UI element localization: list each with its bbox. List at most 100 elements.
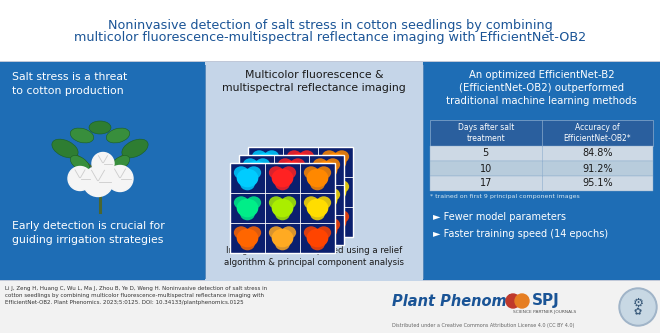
Ellipse shape [258,162,273,174]
Ellipse shape [290,213,312,231]
Ellipse shape [310,178,325,190]
Ellipse shape [328,222,343,234]
Circle shape [621,290,655,324]
Ellipse shape [70,128,94,143]
Ellipse shape [246,196,261,209]
Ellipse shape [249,170,264,182]
Ellipse shape [269,226,284,239]
Text: Accuracy of
EfficientNet-OB2*: Accuracy of EfficientNet-OB2* [564,123,631,143]
Ellipse shape [275,238,290,250]
Ellipse shape [315,161,337,179]
Ellipse shape [315,221,337,239]
Ellipse shape [255,218,270,231]
Ellipse shape [310,238,325,250]
Ellipse shape [315,191,337,209]
Ellipse shape [278,158,292,171]
Ellipse shape [307,169,329,187]
Ellipse shape [249,230,264,242]
Ellipse shape [281,166,296,179]
Ellipse shape [52,139,78,158]
Ellipse shape [272,199,293,217]
Bar [430,146,653,161]
Ellipse shape [313,218,327,231]
Ellipse shape [325,153,346,171]
Ellipse shape [243,158,257,171]
Ellipse shape [71,156,90,171]
Ellipse shape [335,180,349,193]
Ellipse shape [328,162,343,174]
Ellipse shape [304,196,319,209]
Ellipse shape [269,166,284,179]
Ellipse shape [325,158,340,171]
Ellipse shape [237,199,258,217]
Text: Days after salt
treatment: Days after salt treatment [457,123,514,143]
Text: 84.8%: 84.8% [582,149,612,159]
Ellipse shape [290,153,312,171]
Text: multicolor fluorescence-multispectral reflectance imaging with EfficientNet-OB2: multicolor fluorescence-multispectral re… [74,32,586,45]
Ellipse shape [265,150,279,163]
Ellipse shape [307,229,329,247]
Text: Multicolor fluorescence &
multispectral reflectance imaging: Multicolor fluorescence & multispectral … [222,70,406,93]
Ellipse shape [280,161,302,179]
Ellipse shape [284,230,299,242]
Ellipse shape [246,226,261,239]
Ellipse shape [316,226,331,239]
Ellipse shape [237,169,258,187]
Ellipse shape [272,229,293,247]
Ellipse shape [304,226,319,239]
Text: 5: 5 [482,149,489,159]
Ellipse shape [240,178,255,190]
Ellipse shape [325,213,346,231]
Circle shape [515,294,529,308]
Text: ⚙: ⚙ [632,296,644,309]
Ellipse shape [293,222,308,234]
Circle shape [506,294,520,308]
Bar [0,61,660,62]
Ellipse shape [258,192,273,204]
Ellipse shape [280,221,302,239]
Ellipse shape [272,169,293,187]
Bar [248,147,353,237]
Ellipse shape [319,200,334,212]
Text: Distributed under a Creative Commons Attribution License 4.0 (CC BY 4.0): Distributed under a Creative Commons Att… [392,323,574,328]
Ellipse shape [255,213,277,231]
Bar [239,155,344,245]
Text: Early detection is crucial for
guiding irrigation strategies: Early detection is crucial for guiding i… [12,221,165,245]
Ellipse shape [290,158,305,171]
Ellipse shape [293,192,308,204]
Text: Li J, Zeng H, Huang C, Wu L, Ma J, Zhou B, Ye D, Weng H. Noninvasive detection o: Li J, Zeng H, Huang C, Wu L, Ma J, Zhou … [5,286,267,305]
Ellipse shape [234,196,249,209]
Bar [205,62,423,281]
Ellipse shape [255,153,277,171]
Ellipse shape [265,210,279,223]
Ellipse shape [284,200,299,212]
Ellipse shape [252,210,267,223]
Text: ✿: ✿ [634,307,642,317]
Text: 91.2%: 91.2% [582,164,612,173]
Text: Plant Phenomics: Plant Phenomics [392,293,529,308]
Ellipse shape [325,183,346,201]
Ellipse shape [304,166,319,179]
Ellipse shape [249,200,264,212]
Ellipse shape [281,196,296,209]
Ellipse shape [234,226,249,239]
Ellipse shape [122,139,148,158]
Ellipse shape [246,221,267,239]
Text: Salt stress is a threat
to cotton production: Salt stress is a threat to cotton produc… [12,72,127,96]
Ellipse shape [313,188,327,201]
Ellipse shape [290,218,305,231]
Ellipse shape [307,199,329,217]
Ellipse shape [281,226,296,239]
Ellipse shape [278,188,292,201]
Bar [430,161,653,176]
Ellipse shape [255,183,277,201]
Ellipse shape [246,191,267,209]
Text: ► Faster training speed (14 epochs): ► Faster training speed (14 epochs) [433,229,608,239]
Ellipse shape [246,166,261,179]
Ellipse shape [325,188,340,201]
Ellipse shape [252,150,267,163]
Ellipse shape [287,210,302,223]
Ellipse shape [275,178,290,190]
Circle shape [92,153,114,174]
Bar [0,62,660,281]
